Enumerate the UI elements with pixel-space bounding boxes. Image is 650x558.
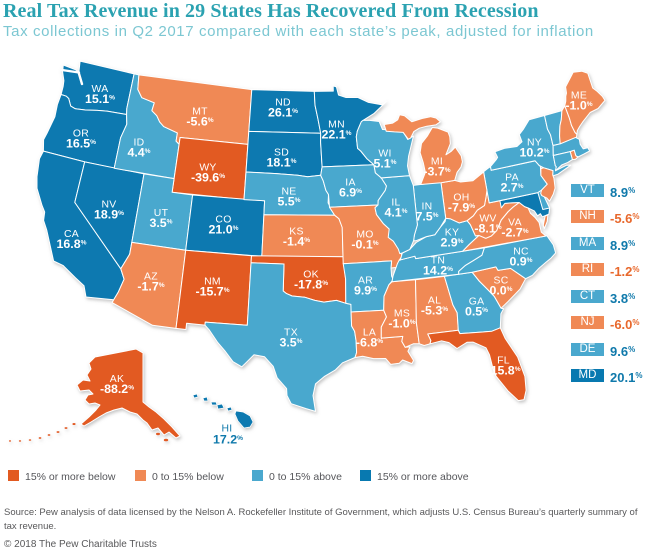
svg-text:UT: UT — [154, 208, 169, 219]
svg-text:22.1%: 22.1% — [322, 127, 352, 141]
svg-text:-17.8%: -17.8% — [294, 277, 328, 291]
svg-text:HI: HI — [222, 424, 233, 435]
svg-text:15.1%: 15.1% — [85, 92, 115, 106]
svg-text:KY: KY — [445, 228, 459, 239]
svg-text:17.2%: 17.2% — [213, 433, 243, 447]
svg-text:18.1%: 18.1% — [267, 155, 297, 169]
svg-text:VA: VA — [508, 218, 522, 229]
svg-text:WA: WA — [92, 84, 109, 95]
svg-text:-5.3%: -5.3% — [421, 303, 448, 317]
svg-text:OR: OR — [73, 129, 89, 140]
svg-text:WV: WV — [479, 214, 496, 225]
svg-text:16.8%: 16.8% — [57, 237, 87, 251]
svg-text:LA: LA — [363, 328, 376, 339]
svg-text:AK: AK — [110, 374, 124, 385]
svg-text:CA: CA — [64, 229, 79, 240]
svg-text:TX: TX — [284, 328, 298, 339]
svg-text:-1.0%: -1.0% — [565, 98, 592, 112]
svg-text:OH: OH — [453, 193, 469, 204]
svg-text:IL: IL — [391, 198, 400, 209]
svg-text:ME: ME — [571, 91, 587, 102]
svg-text:AR: AR — [358, 276, 373, 287]
svg-text:TN: TN — [431, 256, 445, 267]
svg-text:MO: MO — [356, 230, 373, 241]
svg-text:16.5%: 16.5% — [66, 136, 96, 150]
svg-text:AZ: AZ — [144, 272, 158, 283]
svg-text:ND: ND — [275, 98, 291, 109]
svg-text:-1.4%: -1.4% — [283, 234, 310, 248]
svg-text:-0.1%: -0.1% — [351, 237, 378, 251]
svg-text:AL: AL — [428, 296, 441, 307]
svg-text:18.9%: 18.9% — [94, 207, 124, 221]
svg-text:-8.1%: -8.1% — [474, 221, 501, 235]
svg-text:IA: IA — [345, 178, 355, 189]
svg-text:MT: MT — [192, 107, 208, 118]
svg-text:21.0%: 21.0% — [209, 222, 239, 236]
svg-text:MI: MI — [431, 157, 443, 168]
svg-text:-15.8%: -15.8% — [486, 363, 520, 377]
svg-text:NC: NC — [513, 247, 529, 258]
svg-text:WY: WY — [199, 163, 216, 174]
svg-text:26.1%: 26.1% — [268, 105, 298, 119]
svg-text:-5.6%: -5.6% — [186, 114, 213, 128]
svg-text:KS: KS — [289, 227, 303, 238]
svg-text:-6.8%: -6.8% — [356, 335, 383, 349]
svg-text:ID: ID — [134, 138, 145, 149]
svg-text:10.2%: 10.2% — [520, 145, 550, 159]
svg-text:-2.7%: -2.7% — [501, 225, 528, 239]
svg-text:NV: NV — [101, 200, 116, 211]
svg-text:PA: PA — [505, 173, 519, 184]
svg-text:-39.6%: -39.6% — [191, 170, 225, 184]
svg-text:NY: NY — [527, 138, 542, 149]
svg-text:FL: FL — [497, 356, 510, 367]
svg-text:NE: NE — [281, 187, 296, 198]
svg-text:CO: CO — [215, 215, 231, 226]
svg-text:-7.9%: -7.9% — [448, 200, 475, 214]
svg-text:OK: OK — [303, 270, 319, 281]
svg-text:-88.2%: -88.2% — [100, 382, 134, 396]
svg-text:MN: MN — [328, 120, 345, 131]
svg-text:SC: SC — [493, 276, 508, 287]
svg-text:-1.0%: -1.0% — [388, 316, 415, 330]
svg-text:MS: MS — [394, 309, 410, 320]
svg-text:14.2%: 14.2% — [423, 263, 453, 277]
svg-text:WI: WI — [378, 149, 391, 160]
svg-text:GA: GA — [469, 297, 485, 308]
svg-text:-15.7%: -15.7% — [195, 284, 229, 298]
svg-text:IN: IN — [422, 202, 433, 213]
svg-text:-3.7%: -3.7% — [423, 164, 450, 178]
svg-text:-1.7%: -1.7% — [137, 279, 164, 293]
svg-text:SD: SD — [274, 148, 289, 159]
svg-text:NM: NM — [204, 277, 221, 288]
